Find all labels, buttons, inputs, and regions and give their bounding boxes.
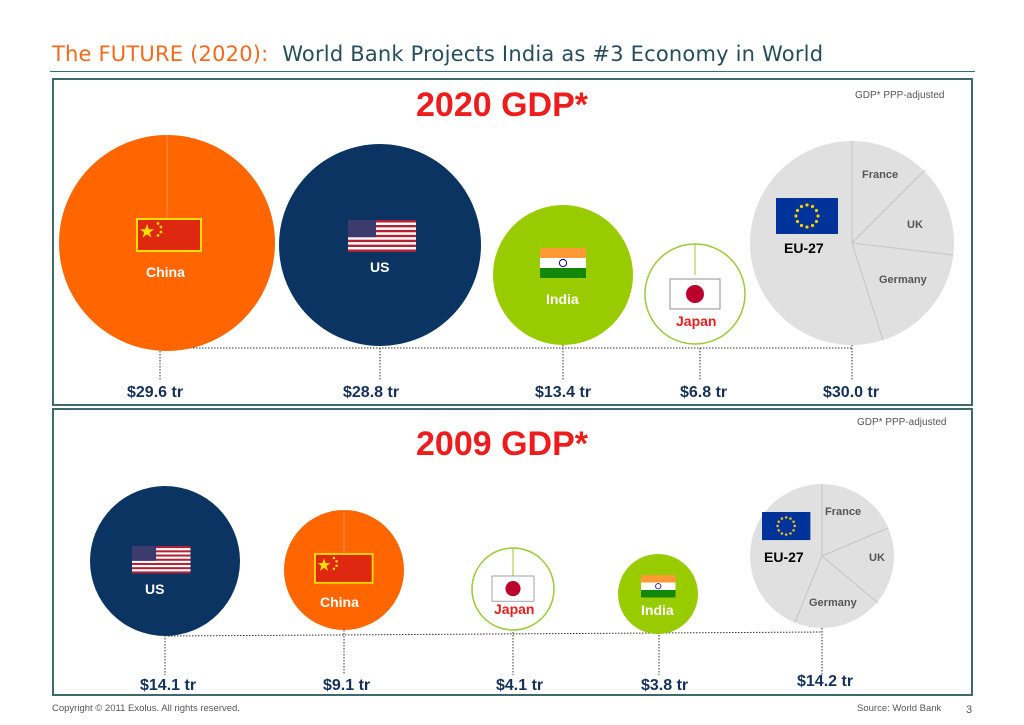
india-flag-icon — [539, 247, 587, 279]
panel-2020 — [52, 78, 973, 406]
title-underline — [50, 71, 975, 72]
label-germany-2009: Germany — [809, 597, 857, 609]
japan-flag-icon — [669, 278, 721, 310]
value-japan-2009: $4.1 tr — [496, 677, 544, 694]
slide-title: The FUTURE (2020): World Bank Projects I… — [52, 42, 823, 66]
label-india-2020: India — [546, 291, 579, 307]
value-eu-2009: $14.2 tr — [797, 673, 854, 690]
label-eu-2009: EU-27 — [764, 549, 804, 565]
eu-flag-icon — [776, 198, 838, 234]
page-number: 3 — [966, 704, 973, 716]
copyright-text: Copyright © 2011 Exolus. All rights rese… — [52, 703, 240, 714]
label-eu-2020: EU-27 — [784, 240, 824, 256]
value-us-2020: $28.8 tr — [343, 384, 400, 401]
value-india-2020: $13.4 tr — [535, 384, 592, 401]
label-us-2020: US — [370, 259, 390, 275]
us-flag-icon — [348, 220, 416, 252]
label-germany-2020: Germany — [879, 274, 927, 286]
value-eu-2020: $30.0 tr — [823, 384, 880, 401]
label-france-2009: France — [825, 506, 862, 518]
eu-pie-2020 — [750, 141, 954, 345]
title-accent: The FUTURE (2020): — [52, 42, 269, 66]
label-uk-2009: UK — [869, 552, 885, 564]
value-china-2009: $9.1 tr — [323, 677, 371, 694]
value-china-2020: $29.6 tr — [127, 384, 184, 401]
source-text: Source: World Bank — [857, 703, 942, 714]
label-china-2009: China — [320, 594, 359, 610]
label-japan-2020: Japan — [676, 313, 717, 329]
ppp-note-2009: GDP* PPP-adjusted — [857, 417, 947, 428]
heading-2020: 2020 GDP* — [416, 86, 588, 124]
value-india-2009: $3.8 tr — [641, 677, 689, 694]
title-main: World Bank Projects India as #3 Economy … — [282, 42, 824, 66]
value-us-2009: $14.1 tr — [140, 677, 197, 694]
ppp-note-2020: GDP* PPP-adjusted — [855, 90, 945, 101]
label-uk-2020: UK — [907, 219, 923, 231]
label-india-2009: India — [641, 602, 674, 618]
label-france-2020: France — [862, 169, 899, 181]
label-japan-2009: Japan — [494, 601, 535, 617]
china-flag-icon — [136, 218, 202, 252]
label-us-2009: US — [145, 581, 165, 597]
panel-2009 — [52, 408, 973, 696]
value-japan-2020: $6.8 tr — [680, 384, 728, 401]
label-china-2020: China — [146, 264, 185, 280]
heading-2009: 2009 GDP* — [416, 425, 588, 463]
